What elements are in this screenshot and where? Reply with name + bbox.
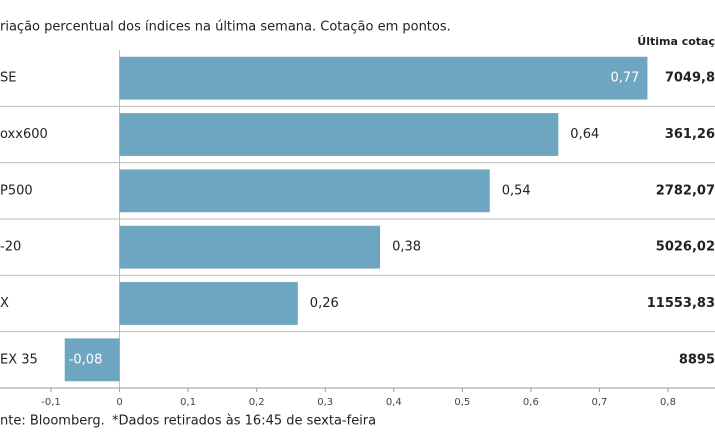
quote: 7049,8 (665, 71, 715, 86)
category-label: SE (0, 71, 16, 86)
x-tick-label: -0,1 (41, 397, 61, 408)
quote: 11553,83 (647, 296, 715, 311)
bar (119, 225, 381, 269)
value-label: 0,54 (502, 183, 531, 198)
x-tick-label: 0,5 (454, 397, 470, 408)
category-label: P500 (0, 183, 33, 198)
x-tick-label: 0,2 (249, 397, 265, 408)
bar (64, 338, 120, 382)
quote: 5026,02 (656, 240, 715, 255)
category-label: oxx600 (0, 127, 48, 142)
bar (119, 56, 648, 100)
quote: 2782,07 (656, 183, 715, 198)
bar (119, 113, 559, 156)
value-label: 0,64 (570, 127, 599, 142)
x-tick-label: 0,6 (523, 397, 539, 408)
quote-header: Última cotaç (637, 35, 715, 48)
category-label: X (0, 296, 9, 311)
category-label: -20 (0, 240, 21, 255)
bar (119, 169, 490, 213)
value-label: 0,77 (610, 71, 639, 86)
quote: 361,26 (665, 127, 715, 142)
value-label: 0,26 (310, 296, 339, 311)
category-label: EX 35 (0, 352, 38, 367)
x-tick-label: 0,3 (317, 397, 333, 408)
x-tick-label: 0,7 (591, 397, 607, 408)
x-tick-label: 0 (116, 397, 122, 408)
x-tick-label: 0,1 (180, 397, 196, 408)
quote: 8895 (679, 352, 715, 367)
bar (119, 282, 298, 325)
x-tick-label: 0,4 (386, 397, 402, 408)
subtitle: riação percentual dos índices na última … (0, 20, 451, 35)
value-label: -0,08 (69, 352, 103, 367)
note: *Dados retirados às 16:45 de sexta-feira (112, 414, 376, 429)
x-tick-label: 0,8 (660, 397, 676, 408)
source: nte: Bloomberg. (0, 414, 105, 429)
value-label: 0,38 (392, 240, 421, 255)
